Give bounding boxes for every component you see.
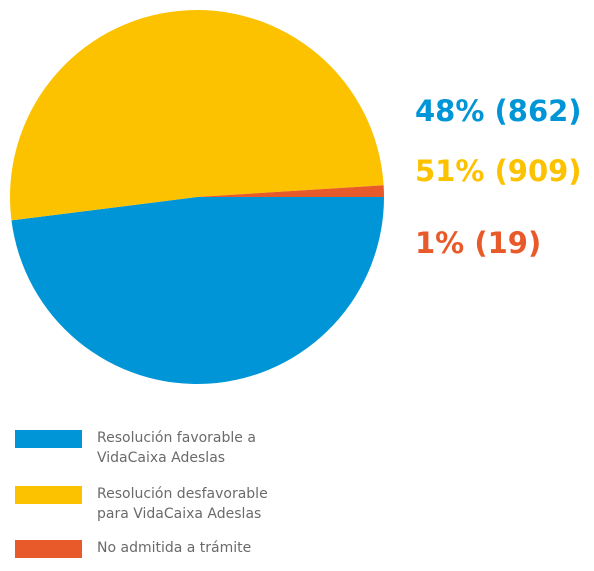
value-label: 51% (909) [415,154,582,188]
legend-swatch [15,540,82,558]
pie-slice [11,197,385,385]
chart: 48% (862) 51% (909) 1% (19) [10,10,582,385]
legend-swatch [15,486,82,504]
pie-slice [10,10,384,221]
value-label: 48% (862) [415,94,582,128]
pie-slice [197,185,384,197]
legend-swatch [15,430,82,448]
legend-label: Resolución desfavorable para VidaCaixa A… [97,486,268,522]
legend-label: No admitida a trámite [97,540,252,556]
value-label: 1% (19) [415,226,541,260]
legend-label: Resolución favorable a VidaCaixa Adeslas [97,430,256,466]
